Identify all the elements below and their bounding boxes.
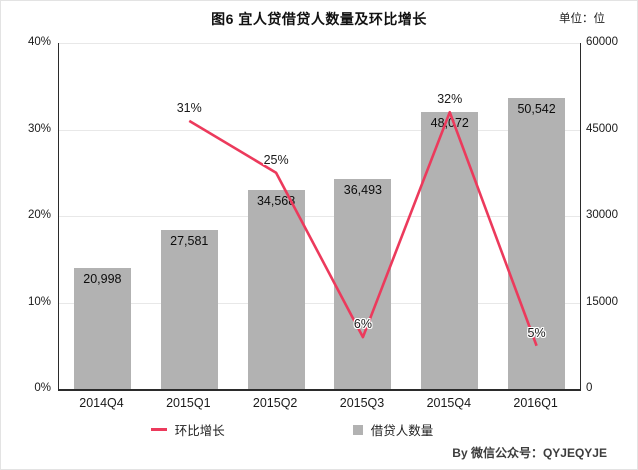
y-axis-tick-right: 60000 [586,36,618,48]
gridline [59,216,580,217]
bar-2016Q1: 50,542 [508,97,566,389]
plot-area: 20,998 27,581 34,568 36,493 48,072 50,542 31% 2… [58,43,581,391]
x-axis-label-2015Q2: 2015Q2 [252,396,298,410]
y-axis-tick-left: 30% [27,122,51,135]
y-axis-tick-right: 15000 [586,295,618,308]
x-axis-label-2016Q1: 2016Q1 [513,396,558,410]
legend: 环比增长 借贷人数量 [1,420,583,439]
bar-value-label: 27,581 [170,233,209,248]
bar-series-icon [352,424,363,435]
y-axis-tick-left: 20% [27,209,51,221]
gridline [59,43,580,44]
y-axis-tick-left: 10% [27,295,51,308]
line-point-label: 5% [527,325,546,340]
y-axis-tick-left: 40% [27,36,51,48]
bar-2015Q1: 27,581 [160,229,218,389]
bar-value-label: 36,493 [343,182,383,197]
y-axis-tick-left: 0% [34,382,51,394]
legend-item-growth: 环比增长 [150,420,225,439]
y-axis-tick-right: 45000 [586,122,618,135]
bar-value-label: 34,568 [256,193,296,208]
byline: By 微信公众号：QYJEQYJE [452,446,607,460]
bar-value-label: 50,542 [517,101,556,116]
bar-value-label: 20,998 [83,271,122,286]
unit-label: 单位：位 [559,13,605,25]
x-axis-label-2015Q4: 2015Q4 [426,396,472,410]
bar-2014Q4: 20,998 [73,267,131,389]
bar-value-label: 48,072 [430,115,469,130]
legend-label-growth: 环比增长 [174,424,225,438]
legend-label-borrowers: 借贷人数量 [370,424,434,438]
line-point-label: 25% [263,152,289,167]
y-axis-tick-right: 30000 [586,209,618,221]
line-series-icon [150,428,167,431]
line-point-label: 32% [437,92,463,107]
bar-2015Q3: 36,493 [334,178,392,389]
gridline [59,129,580,131]
x-axis-label-2015Q3: 2015Q3 [339,396,385,410]
growth-line [188,110,538,347]
x-axis-label-2014Q4: 2014Q4 [79,396,124,410]
gridline [59,302,580,304]
x-axis-label-2015Q1: 2015Q1 [166,396,211,410]
bar-2015Q2: 34,568 [247,189,305,389]
line-point-label: 31% [176,100,202,115]
legend-item-borrowers: 借贷人数量 [352,420,434,439]
line-point-label: 6% [353,317,372,332]
chart-title: 图6 宜人贷借贷人数量及环比增长 [211,11,427,27]
y-axis-tick-right: 0 [586,382,593,394]
